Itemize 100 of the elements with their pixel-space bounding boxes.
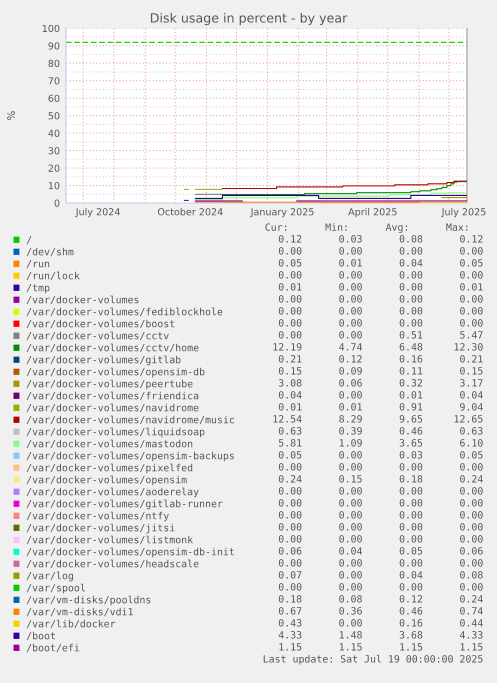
text: 3.65: [400, 439, 422, 447]
text: 0.00: [339, 295, 362, 303]
text: 0.00: [460, 559, 483, 567]
y-tick-label: 50: [48, 112, 60, 120]
text: 0.24: [460, 595, 483, 603]
text: 0.16: [400, 619, 422, 627]
y-tick-label: 60: [48, 94, 60, 102]
text: 0.03: [339, 235, 362, 243]
legend-label: /var/spool: [26, 584, 85, 594]
text: 0.43: [278, 619, 302, 627]
text: 0.00: [400, 523, 422, 531]
text: 0.00: [278, 463, 302, 471]
text: 12.19: [273, 343, 302, 351]
text: 0.00: [339, 391, 362, 399]
text: Avg:: [386, 223, 408, 233]
legend-label: /var/log: [26, 572, 73, 582]
text: 5.47: [460, 331, 483, 339]
x-tick-label: October 2024: [158, 208, 223, 216]
text: 0.21: [460, 355, 483, 363]
text: 8.29: [339, 415, 362, 423]
legend-label: /var/docker-volumes: [26, 296, 138, 304]
text: 0.00: [400, 583, 422, 591]
legend-label: /run/lock: [26, 272, 80, 280]
text: 0.01: [278, 403, 302, 411]
legend-label: /var/docker-volumes/aoderelay: [26, 488, 199, 498]
text: 0.00: [339, 619, 362, 627]
y-tick-label: 30: [48, 147, 60, 154]
text: 0.67: [278, 607, 302, 615]
text: Cur:: [265, 223, 286, 231]
text: 0.01: [339, 403, 362, 411]
text: 0.01: [339, 259, 362, 267]
text: 0.08: [339, 595, 362, 603]
text: 0.32: [400, 379, 422, 387]
y-tick-label: 40: [48, 130, 60, 137]
y-axis-title: %: [7, 111, 15, 120]
legend-label: /var/docker-volumes/opensim: [26, 476, 187, 486]
legend-label: /tmp: [26, 284, 50, 294]
legend-label: /var/docker-volumes/gitlab-runner: [26, 500, 223, 510]
text: 0.04: [460, 391, 483, 399]
text: 1.09: [340, 439, 362, 447]
legend-label: /var/vm-disks/pooldns: [26, 596, 150, 606]
text: 0.00: [339, 283, 362, 291]
text: 3.17: [460, 379, 483, 387]
text: 0.21: [278, 355, 302, 363]
y-tick-label: 90: [48, 42, 60, 50]
text: 0.00: [278, 295, 302, 303]
text: 12.65: [454, 415, 483, 423]
x-tick-label: January 2025: [250, 208, 314, 218]
x-tick-label: April 2025: [348, 208, 397, 218]
text: 0.09: [339, 367, 362, 375]
legend-label: /var/docker-volumes/jitsi: [26, 524, 175, 534]
legend-label: /var/vm-disks/vdi1: [26, 608, 133, 616]
legend-label: /boot/efi: [26, 644, 80, 652]
text: 0.00: [339, 331, 362, 339]
text: 4.74: [339, 343, 362, 350]
legend-label: /var/docker-volumes/opensim-db: [26, 368, 204, 378]
text: 0.15: [460, 367, 483, 375]
text: 0.05: [400, 547, 422, 555]
text: 0.00: [460, 523, 483, 531]
text: 0.00: [339, 559, 362, 567]
text: 0.01: [400, 391, 422, 399]
text: 0.00: [339, 511, 362, 519]
legend-label: /var/docker-volumes/gitlab: [26, 356, 181, 366]
y-tick-label: 0: [54, 200, 60, 207]
text: 0.05: [278, 451, 302, 459]
text: 9.65: [400, 415, 422, 423]
x-tick-label: July 2024: [75, 208, 120, 218]
legend-label: /var/docker-volumes/fediblockhole: [26, 308, 222, 316]
text: 0.04: [339, 547, 362, 555]
text: 0.03: [400, 451, 422, 459]
text: 0.00: [278, 307, 302, 315]
text: 0.00: [339, 451, 362, 459]
text: 5.81: [278, 439, 302, 447]
text: 3.08: [278, 379, 302, 387]
text: 1.48: [340, 631, 362, 639]
text: 12.54: [273, 415, 302, 423]
text: 0.06: [339, 379, 362, 387]
text: 1.15: [460, 643, 483, 651]
text: 0.00: [339, 523, 362, 531]
text: 0.07: [278, 571, 302, 579]
text: 0.16: [400, 355, 422, 363]
text: 0.00: [460, 271, 483, 279]
text: 12.30: [454, 343, 483, 351]
legend-label: /var/docker-volumes/headscale: [26, 560, 198, 568]
text: 0.91: [400, 403, 422, 411]
text: 0.08: [460, 571, 483, 579]
text: 0.00: [460, 247, 483, 255]
text: 0.06: [460, 547, 483, 555]
legend-label: /var/docker-volumes/ntfy: [26, 512, 169, 522]
text: 0.00: [400, 487, 422, 495]
text: 1.15: [400, 643, 422, 651]
text: 0.63: [460, 427, 483, 435]
legend-label: /var/docker-volumes/navidrome: [26, 404, 198, 412]
text: 0.11: [400, 367, 422, 375]
text: 4.33: [278, 631, 302, 639]
text: 0.04: [400, 259, 422, 267]
text: 0.00: [278, 247, 302, 255]
text: 0.00: [400, 247, 422, 255]
y-tick-label: 20: [48, 164, 60, 172]
legend-label: /var/docker-volumes/friendica: [26, 392, 198, 400]
